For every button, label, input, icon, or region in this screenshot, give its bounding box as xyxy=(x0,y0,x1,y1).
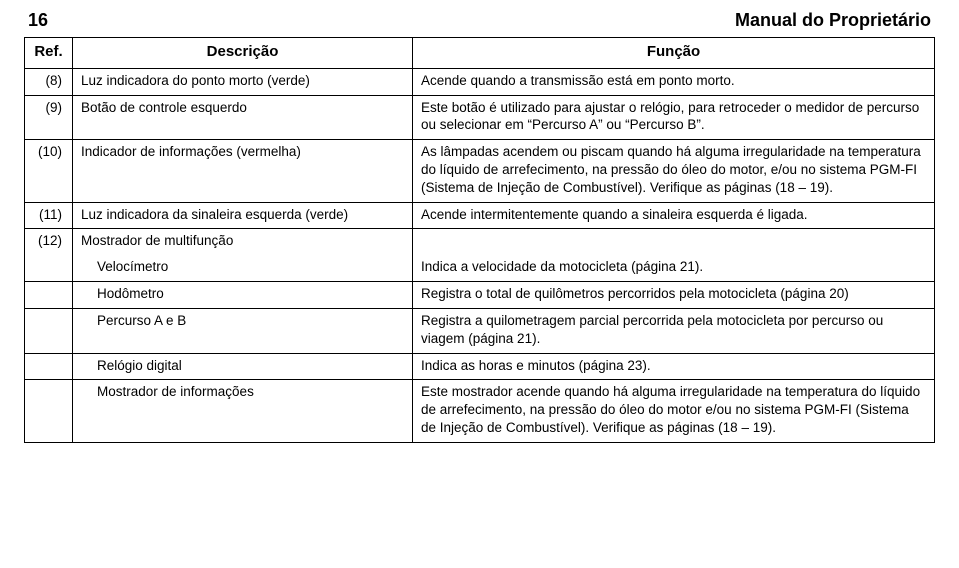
cell-desc: Velocímetro xyxy=(73,255,413,281)
cell-desc: Hodômetro xyxy=(73,282,413,309)
cell-desc: Luz indicadora da sinaleira esquerda (ve… xyxy=(73,202,413,229)
page-number: 16 xyxy=(28,10,48,31)
table-subrow: Mostrador de informações Este mostrador … xyxy=(25,380,935,442)
cell-func: Registra a quilometragem parcial percorr… xyxy=(413,308,935,353)
reference-table: Ref. Descrição Função (8) Luz indicadora… xyxy=(24,37,935,443)
table-row: (11) Luz indicadora da sinaleira esquerd… xyxy=(25,202,935,229)
table-subrow: Relógio digital Indica as horas e minuto… xyxy=(25,353,935,380)
cell-ref: (9) xyxy=(25,95,73,140)
cell-func: Indica as horas e minutos (página 23). xyxy=(413,353,935,380)
cell-desc: Indicador de informações (vermelha) xyxy=(73,140,413,202)
table-row: (8) Luz indicadora do ponto morto (verde… xyxy=(25,68,935,95)
cell-ref: (12) xyxy=(25,229,73,255)
cell-func: Acende intermitentemente quando a sinale… xyxy=(413,202,935,229)
cell-desc: Relógio digital xyxy=(73,353,413,380)
cell-func: Registra o total de quilômetros percorri… xyxy=(413,282,935,309)
cell-func: Este mostrador acende quando há alguma i… xyxy=(413,380,935,442)
cell-ref-empty xyxy=(25,353,73,380)
cell-desc: Mostrador de informações xyxy=(73,380,413,442)
table-row: (9) Botão de controle esquerdo Este botã… xyxy=(25,95,935,140)
cell-func: Acende quando a transmissão está em pont… xyxy=(413,68,935,95)
cell-ref: (11) xyxy=(25,202,73,229)
cell-ref-empty xyxy=(25,255,73,281)
manual-title: Manual do Proprietário xyxy=(735,10,931,31)
page-header: 16 Manual do Proprietário xyxy=(24,10,935,31)
cell-desc: Luz indicadora do ponto morto (verde) xyxy=(73,68,413,95)
cell-desc: Percurso A e B xyxy=(73,308,413,353)
cell-ref-empty xyxy=(25,308,73,353)
cell-func: As lâmpadas acendem ou piscam quando há … xyxy=(413,140,935,202)
table-subrow: Hodômetro Registra o total de quilômetro… xyxy=(25,282,935,309)
header-func: Função xyxy=(413,38,935,69)
cell-ref-empty xyxy=(25,380,73,442)
table-row: (12) Mostrador de multifunção xyxy=(25,229,935,255)
cell-func: Indica a velocidade da motocicleta (pági… xyxy=(413,255,935,281)
cell-ref: (10) xyxy=(25,140,73,202)
cell-desc: Mostrador de multifunção xyxy=(73,229,413,255)
cell-ref: (8) xyxy=(25,68,73,95)
table-header-row: Ref. Descrição Função xyxy=(25,38,935,69)
table-subrow: Velocímetro Indica a velocidade da motoc… xyxy=(25,255,935,281)
header-desc: Descrição xyxy=(73,38,413,69)
cell-ref-empty xyxy=(25,282,73,309)
header-ref: Ref. xyxy=(25,38,73,69)
cell-desc: Botão de controle esquerdo xyxy=(73,95,413,140)
table-row: (10) Indicador de informações (vermelha)… xyxy=(25,140,935,202)
page: 16 Manual do Proprietário Ref. Descrição… xyxy=(0,0,959,568)
cell-func xyxy=(413,229,935,255)
cell-func: Este botão é utilizado para ajustar o re… xyxy=(413,95,935,140)
table-subrow: Percurso A e B Registra a quilometragem … xyxy=(25,308,935,353)
